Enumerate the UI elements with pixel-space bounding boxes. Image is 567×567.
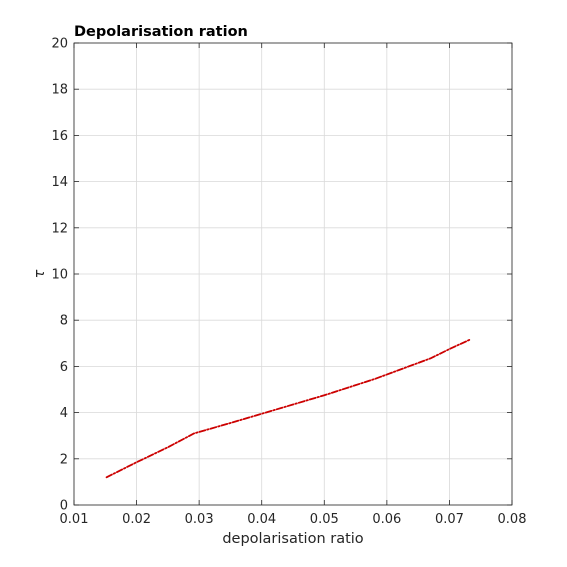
y-tick-labels: 0 2 4 6 8 10 12 14 16 18 20 (51, 37, 68, 514)
y-ticks (74, 42, 512, 506)
x-axis-title: depolarisation ratio (222, 531, 363, 547)
x-tick-label: 0.04 (247, 512, 276, 527)
x-tick-label: 0.05 (310, 512, 339, 527)
y-tick-label: 10 (51, 268, 68, 283)
y-tick-label: 18 (51, 83, 68, 98)
y-tick-label: 4 (60, 406, 68, 421)
x-tick-label: 0.02 (122, 512, 151, 527)
y-tick-label: 14 (51, 175, 68, 190)
x-tick-labels: 0.01 0.02 0.03 0.04 0.05 0.06 0.07 0.08 (60, 512, 527, 527)
y-tick-label: 2 (60, 452, 68, 467)
x-tick-label: 0.01 (60, 512, 89, 527)
x-tick-label: 0.03 (185, 512, 214, 527)
y-tick-label: 8 (60, 314, 68, 329)
y-tick-label: 20 (51, 37, 68, 52)
y-tick-label: 6 (60, 360, 68, 375)
y-tick-label: 16 (51, 129, 68, 144)
y-axis-title: τ (32, 269, 48, 278)
x-tick-label: 0.06 (372, 512, 401, 527)
series-layer (105, 338, 471, 479)
x-tick-label: 0.08 (498, 512, 527, 527)
series-line-0 (105, 338, 471, 479)
x-tick-label: 0.07 (435, 512, 464, 527)
x-ticks (73, 43, 513, 505)
chart-title: Depolarisation ration (74, 24, 248, 40)
y-tick-label: 0 (60, 499, 68, 514)
y-tick-label: 12 (51, 221, 68, 236)
